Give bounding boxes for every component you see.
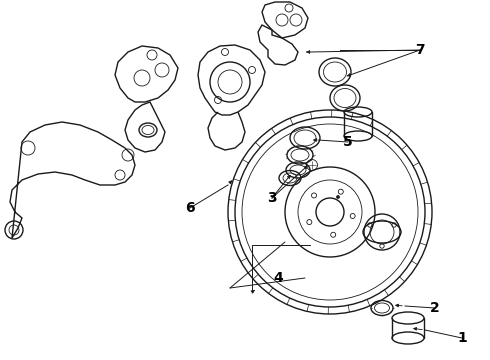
Text: 3: 3 [267,191,277,205]
Text: 4: 4 [273,271,283,285]
Circle shape [337,195,340,198]
Text: 2: 2 [430,301,440,315]
Text: 5: 5 [343,135,353,149]
Text: 7: 7 [415,43,425,57]
Text: 1: 1 [457,331,467,345]
Text: 6: 6 [185,201,195,215]
